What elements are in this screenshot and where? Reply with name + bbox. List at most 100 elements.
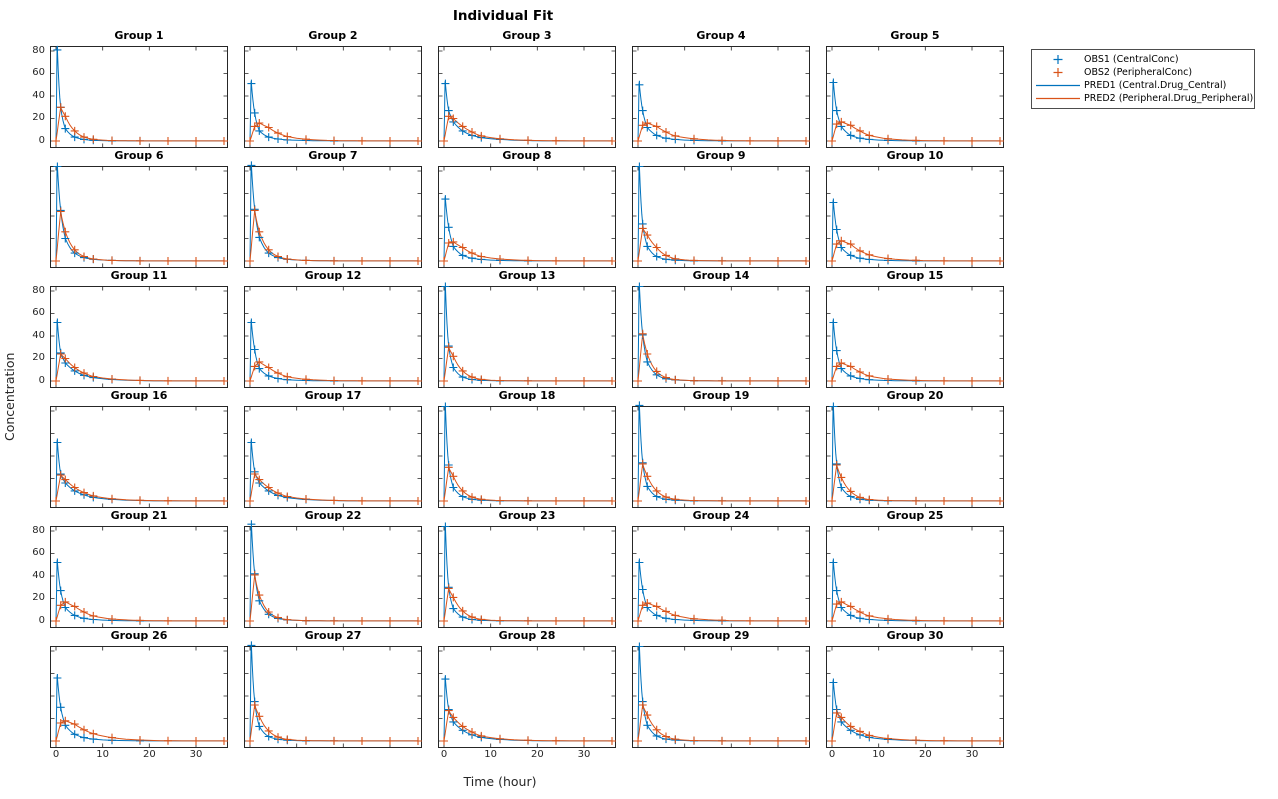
- subplot-group-20: Group 20: [826, 389, 1004, 508]
- axes-plot-area: [244, 286, 422, 388]
- axes-plot-area: [244, 161, 422, 268]
- axes-plot-area: [826, 402, 1004, 508]
- y-tick-label: 0: [38, 374, 45, 386]
- subplot-group-30: Group 30 0 10 20 30: [826, 629, 1004, 760]
- axes-plot-area: [826, 646, 1004, 748]
- axes-plot-area: [632, 526, 810, 628]
- subplot-title: Group 13: [498, 269, 556, 282]
- subplot-title: Group 26: [110, 629, 168, 642]
- subplot-title: Group 18: [498, 389, 556, 402]
- axes-plot-area: [438, 282, 616, 388]
- subplot-title: Group 4: [696, 29, 746, 42]
- obs2-plus-markers: [828, 359, 1004, 385]
- y-tick-label: 0: [38, 134, 45, 146]
- subplot-group-18: Group 18: [438, 389, 616, 508]
- y-tick-label: 80: [32, 524, 45, 536]
- subplot-title: Group 20: [886, 389, 944, 402]
- x-tick-label: 20: [918, 749, 932, 760]
- y-tick-label: 0: [38, 614, 45, 626]
- axes-plot-area: [826, 166, 1004, 268]
- subplot-group-14: Group 14: [632, 269, 810, 388]
- line-marker-icon: [1036, 84, 1080, 87]
- axes-plot-area: [632, 162, 810, 268]
- line-marker-icon: [1036, 97, 1080, 100]
- obs2-plus-markers: [52, 597, 228, 625]
- subplot-group-29: Group 29: [632, 629, 810, 748]
- obs2-plus-markers: [440, 706, 616, 745]
- axes-plot-area: [244, 520, 422, 628]
- y-tick-label: 80: [32, 44, 45, 56]
- legend-entry-pred2: PRED2 (Peripheral.Drug_Peripheral): [1032, 92, 1254, 105]
- obs2-plus-markers: [828, 236, 1004, 265]
- subplot-group-5: Group 5: [826, 29, 1004, 148]
- obs2-plus-markers: [440, 237, 616, 265]
- subplot-title: Group 2: [308, 29, 358, 42]
- subplot-title: Group 9: [696, 149, 746, 162]
- x-axis-label: Time (hour): [463, 774, 537, 789]
- subplot-title: Group 23: [498, 509, 556, 522]
- subplot-group-13: Group 13: [438, 269, 616, 388]
- obs2-plus-markers: [828, 461, 1004, 505]
- subplot-group-22: Group 22: [244, 509, 422, 628]
- axes-plot-area: [632, 642, 810, 748]
- subplot-title: Group 14: [692, 269, 750, 282]
- subplot-group-8: Group 8: [438, 149, 616, 268]
- obs2-plus-markers: [246, 470, 422, 505]
- x-tick-label: 30: [189, 749, 203, 760]
- subplot-group-1: Group 1 0 20 40 60 80: [32, 29, 228, 148]
- axes-plot-area: [632, 282, 810, 388]
- subplot-group-17: Group 17: [244, 389, 422, 508]
- subplot-group-7: Group 7: [244, 149, 422, 268]
- axes-plot-area: [438, 46, 616, 148]
- x-tick-label: 0: [828, 749, 836, 760]
- legend-label-pred2: PRED2 (Peripheral.Drug_Peripheral): [1084, 93, 1254, 104]
- subplot-title: Group 21: [110, 509, 168, 522]
- x-tick-label: 10: [96, 749, 110, 760]
- obs2-plus-markers: [246, 206, 422, 265]
- y-tick-label: 60: [32, 67, 45, 78]
- plus-marker-icon: [1053, 55, 1063, 64]
- obs2-plus-markers: [440, 584, 616, 625]
- subplot-group-24: Group 24: [632, 509, 810, 628]
- axes-plot-area: [632, 46, 810, 148]
- y-tick-label: 20: [32, 352, 45, 363]
- obs2-plus-markers: [440, 343, 616, 385]
- axes-plot-area: [50, 286, 228, 388]
- subplot-title: Group 11: [110, 269, 168, 282]
- legend: OBS1 (CentralConc) OBS2 (PeripheralConc)…: [1031, 49, 1255, 109]
- subplot-title: Group 17: [304, 389, 362, 402]
- axes-plot-area: [438, 522, 616, 628]
- obs2-plus-markers: [52, 103, 228, 145]
- y-tick-label: 20: [32, 592, 45, 603]
- subplot-title: Group 29: [692, 629, 750, 642]
- subplot-group-21: Group 21 0 20 40 60 80: [32, 509, 228, 628]
- obs2-plus-markers: [440, 463, 616, 505]
- subplot-title: Group 12: [304, 269, 362, 282]
- obs2-plus-markers: [828, 117, 1004, 145]
- obs2-plus-markers: [634, 599, 810, 625]
- obs2-plus-markers: [440, 112, 616, 145]
- y-tick-label: 20: [32, 112, 45, 123]
- subplot-title: Group 25: [886, 509, 944, 522]
- x-tick-label: 20: [142, 749, 156, 760]
- subplot-group-9: Group 9: [632, 149, 810, 268]
- obs2-plus-markers: [52, 471, 228, 505]
- obs2-plus-markers: [634, 701, 810, 745]
- axes-plot-area: [244, 641, 422, 748]
- legend-label-obs1: OBS1 (CentralConc): [1084, 54, 1179, 65]
- axes-plot-area: [826, 526, 1004, 628]
- legend-label-pred1: PRED1 (Central.Drug_Central): [1084, 80, 1227, 91]
- axes-plot-area: [438, 166, 616, 268]
- obs2-plus-markers: [246, 701, 422, 745]
- axes-plot-area: [632, 401, 810, 508]
- obs2-plus-markers: [246, 357, 422, 385]
- obs2-plus-markers: [52, 716, 228, 745]
- axes-plot-area: [50, 162, 228, 268]
- plus-marker-icon: [1053, 68, 1063, 77]
- subplot-title: Group 3: [502, 29, 552, 42]
- y-tick-label: 40: [32, 89, 45, 101]
- subplot-group-12: Group 12: [244, 269, 422, 388]
- subplot-group-10: Group 10: [826, 149, 1004, 268]
- subplot-title: Group 19: [692, 389, 750, 402]
